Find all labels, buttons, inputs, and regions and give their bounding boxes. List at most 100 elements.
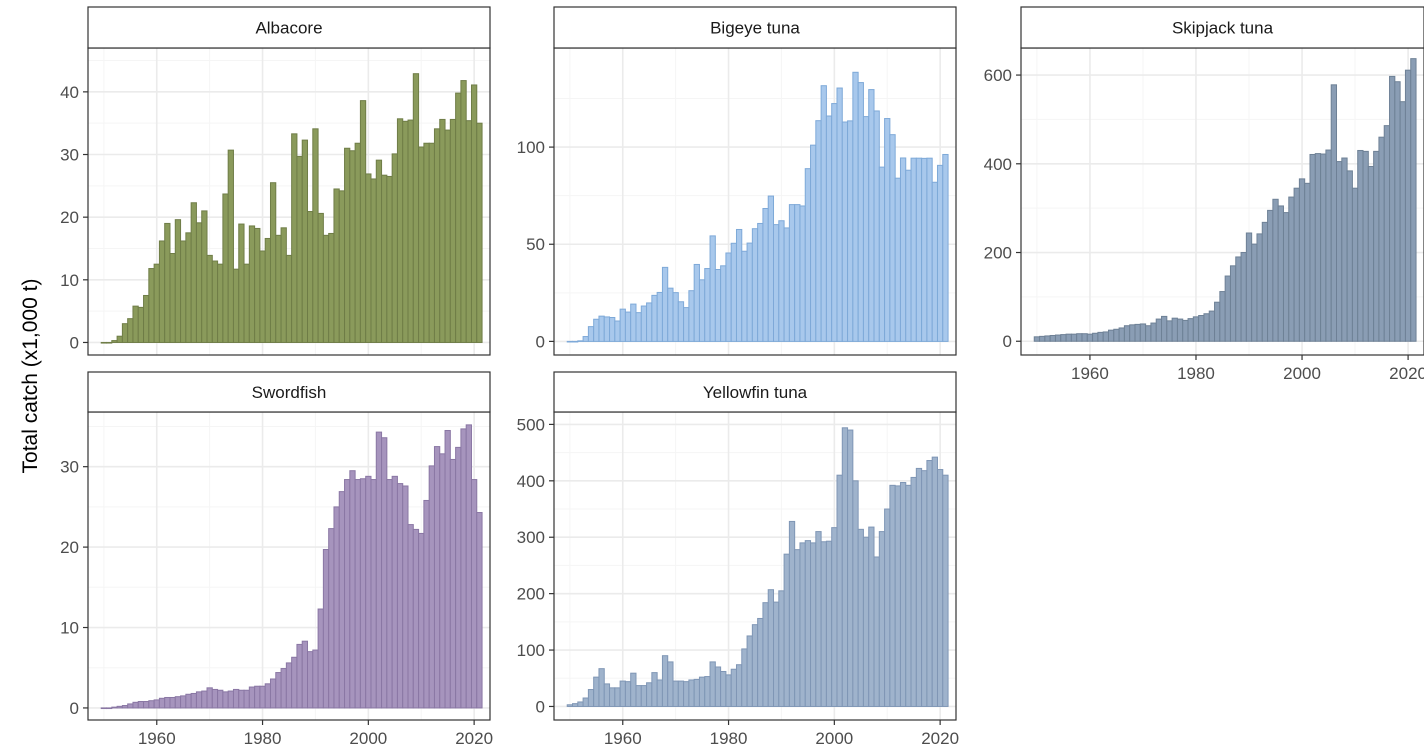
strip-background xyxy=(1020,6,1424,49)
bar xyxy=(470,479,478,709)
bar xyxy=(698,676,706,707)
bar xyxy=(100,707,108,710)
bar xyxy=(206,254,213,343)
bar xyxy=(1214,301,1221,342)
bar xyxy=(746,242,753,342)
bar xyxy=(1081,333,1088,342)
bar xyxy=(476,512,483,709)
bar xyxy=(143,294,150,343)
bar xyxy=(847,120,854,342)
bar xyxy=(1150,322,1157,342)
bar xyxy=(1113,328,1120,342)
bar xyxy=(1065,333,1072,342)
bar xyxy=(322,549,330,709)
y-tick-label: 100 xyxy=(517,641,545,660)
bar xyxy=(651,672,658,707)
bar xyxy=(402,485,409,709)
bar xyxy=(730,668,737,707)
bar xyxy=(1346,170,1353,342)
bar xyxy=(767,195,775,342)
bar xyxy=(751,624,759,707)
y-tick-label: 20 xyxy=(60,208,79,227)
bar xyxy=(169,253,176,343)
bar xyxy=(704,268,711,342)
bar xyxy=(635,312,642,342)
bar xyxy=(905,484,912,707)
bar xyxy=(391,475,398,709)
bar xyxy=(1224,275,1231,342)
bar xyxy=(322,234,330,343)
bar xyxy=(656,679,663,707)
bar xyxy=(349,470,356,709)
bar xyxy=(1092,332,1099,342)
bar xyxy=(1176,318,1184,342)
bar xyxy=(735,228,743,342)
bar xyxy=(1389,75,1396,342)
bar xyxy=(936,164,944,342)
bar xyxy=(572,340,579,343)
bar xyxy=(609,687,616,707)
bar xyxy=(439,118,446,343)
bar xyxy=(227,690,234,709)
bar xyxy=(232,268,240,343)
bar xyxy=(889,484,896,707)
bar xyxy=(598,668,605,707)
bar xyxy=(1107,329,1115,342)
bar xyxy=(248,225,256,343)
bar xyxy=(349,150,356,343)
bar xyxy=(741,648,748,707)
bar xyxy=(259,685,266,709)
bar xyxy=(1362,150,1369,342)
bar xyxy=(614,320,621,342)
bar xyxy=(386,479,393,709)
bar xyxy=(301,640,309,709)
bar xyxy=(1134,323,1141,342)
y-tick-label: 10 xyxy=(60,619,79,638)
panel-title: Swordfish xyxy=(252,383,327,402)
bar xyxy=(688,679,695,707)
bar xyxy=(365,475,372,709)
bar xyxy=(931,181,938,342)
bar xyxy=(1267,209,1274,342)
bar xyxy=(423,142,430,343)
bar xyxy=(132,305,139,343)
bar xyxy=(433,128,441,343)
bar xyxy=(1033,336,1041,342)
bar xyxy=(1039,335,1046,342)
facet-panel: Yellowfin tuna 0 100 200 300 400 500 1960 1980 20… xyxy=(517,371,959,748)
bar xyxy=(847,429,854,707)
bar xyxy=(677,680,685,707)
bar xyxy=(1394,81,1401,342)
bar xyxy=(100,341,108,344)
bar xyxy=(280,227,287,343)
bar xyxy=(841,121,849,342)
bar xyxy=(630,672,637,707)
bar xyxy=(1256,233,1263,342)
bar xyxy=(174,219,182,343)
bar xyxy=(646,682,653,707)
y-tick-label: 0 xyxy=(536,332,545,351)
bar xyxy=(1070,333,1078,342)
bar xyxy=(185,232,192,343)
bar xyxy=(725,252,732,342)
bar xyxy=(1155,318,1163,342)
bar xyxy=(1314,153,1322,342)
bar xyxy=(121,323,129,343)
bar xyxy=(407,524,414,709)
bar xyxy=(794,549,801,707)
bar xyxy=(344,147,351,343)
bar xyxy=(211,688,219,709)
bar xyxy=(328,232,335,343)
bar xyxy=(143,701,150,709)
strip-background xyxy=(553,371,957,413)
bar xyxy=(412,73,420,343)
bar xyxy=(921,157,928,342)
bar xyxy=(915,467,923,707)
bar xyxy=(746,635,753,707)
bar xyxy=(603,316,611,342)
bar xyxy=(285,254,293,343)
bar xyxy=(275,672,282,709)
bar xyxy=(783,227,790,342)
y-tick-label: 50 xyxy=(526,235,545,254)
bar xyxy=(137,701,145,709)
